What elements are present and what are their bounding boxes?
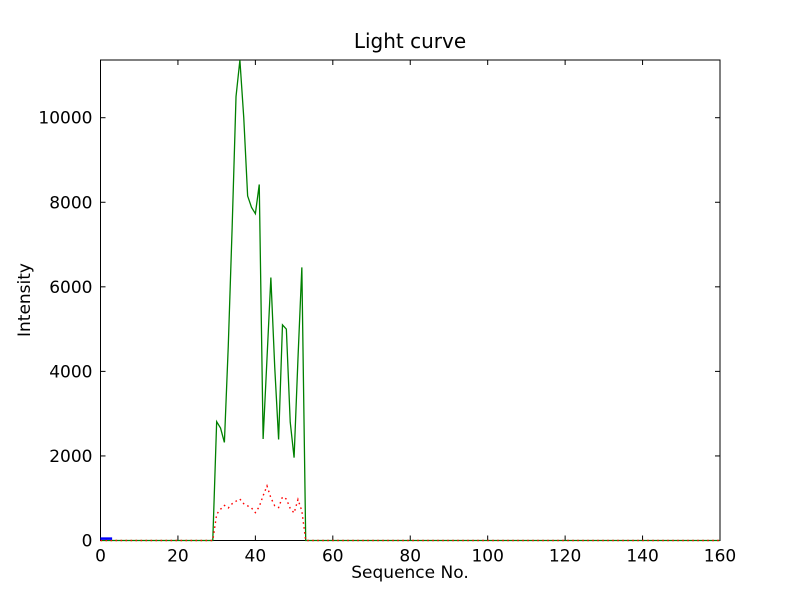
- y-tick-label: 4000: [49, 362, 92, 382]
- y-tick-label: 8000: [49, 193, 92, 213]
- x-tick-label: 80: [399, 547, 421, 567]
- x-tick-label: 100: [471, 547, 503, 567]
- series-burst-intensity-background: [100, 483, 720, 542]
- y-tick-label: 2000: [49, 447, 92, 467]
- x-tick-label: 20: [167, 547, 189, 567]
- x-tick-label: 0: [95, 547, 106, 567]
- x-axis-label: Sequence No.: [351, 563, 469, 583]
- x-tick-label: 160: [704, 547, 736, 567]
- x-tick-label: 140: [626, 547, 658, 567]
- x-tick-label: 40: [245, 547, 267, 567]
- y-tick-label: 6000: [49, 278, 92, 298]
- plot-frame: [100, 59, 721, 541]
- chart-title: Light curve: [353, 29, 467, 53]
- x-tick-label: 60: [322, 547, 344, 567]
- series-burst-intensity-main: [100, 60, 720, 542]
- y-tick-label: 10000: [38, 109, 92, 129]
- x-tick-label: 120: [549, 547, 581, 567]
- y-tick-label: 0: [82, 532, 93, 552]
